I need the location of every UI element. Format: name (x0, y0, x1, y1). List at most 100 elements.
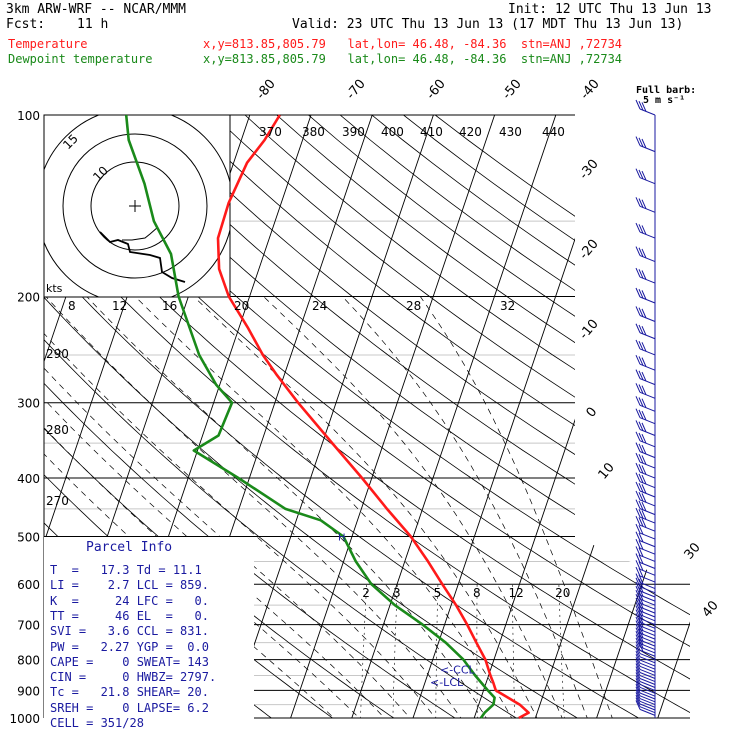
wind-barb-shaft (639, 703, 656, 711)
wind-barb-flag (638, 617, 644, 628)
isotherm (285, 115, 500, 718)
mixing-ratio-line (359, 584, 367, 718)
wind-barb-shaft (639, 672, 656, 679)
wind-barb-flag (635, 306, 641, 316)
wind-barb-shaft (639, 695, 656, 703)
moist-adiabat (44, 296, 446, 718)
hodo-speed-label: 32 (500, 299, 515, 313)
wind-barb-flag (635, 675, 641, 685)
wind-barb-shaft (639, 363, 656, 371)
hodo-speed-label: 8 (68, 299, 76, 313)
wind-barb (635, 597, 656, 614)
parcel-info-row: PW = 2.27 YGP = 0.0 (50, 639, 209, 654)
wind-barb-shaft (639, 348, 656, 356)
wind-barb-flag (638, 454, 644, 464)
wind-barb (635, 694, 656, 711)
wind-barb-flag (638, 614, 644, 624)
wind-barb-shaft (639, 108, 656, 116)
wind-barb-flag (635, 605, 641, 616)
wind-barb-shaft (639, 659, 656, 667)
wind-barb-shaft (639, 649, 656, 657)
wind-barb-flag (635, 481, 641, 492)
mixing-ratio-label: 3 (393, 586, 401, 600)
wind-barb-flag (638, 269, 644, 279)
pressure-tick-label: 900 (17, 684, 40, 698)
wind-barb-flag (641, 501, 647, 512)
wind-barb-flag (635, 683, 641, 694)
wind-barb-shaft (639, 524, 656, 532)
wind-barb (635, 408, 656, 425)
wind-barb (635, 678, 656, 694)
wind-barb-shaft (639, 378, 656, 386)
wind-barb-flag (638, 578, 644, 589)
theta-label: 270 (46, 494, 69, 508)
wind-barb-flag (638, 602, 644, 613)
wind-barb-flag (641, 398, 647, 408)
dry-adiabat (403, 115, 690, 718)
lcl-marker: <-LCL (430, 676, 464, 689)
dry-adiabat (44, 115, 690, 718)
ccl-marker: <-CCL (440, 664, 476, 677)
wind-barb-flag (638, 137, 644, 148)
wind-barb-flag (635, 523, 641, 534)
wind-barb (635, 630, 656, 647)
wind-barb (635, 246, 656, 263)
theta-e-label: 410 (420, 125, 443, 139)
wind-barb (635, 650, 656, 667)
wind-barb-flag (641, 248, 647, 259)
wind-barb-flag (638, 491, 644, 502)
full-barb-label: Full barb: (636, 85, 697, 96)
dry-adiabat (149, 115, 690, 718)
dry-adiabat (44, 115, 600, 718)
wind-barb-flag (635, 136, 641, 146)
mixing-ratio-label: 5 (434, 586, 442, 600)
wind-barb-flag (638, 482, 644, 493)
wind-barb (635, 573, 656, 590)
temperature-location: x,y=813.85,805.79 lat,lon= 46.48, -84.36… (203, 37, 623, 51)
dry-adiabat (339, 115, 690, 718)
wind-barb-flag (635, 609, 641, 619)
wind-barb-flag (641, 138, 647, 149)
parcel-info-row: CIN = 0 HWBZ= 2797. (50, 670, 217, 685)
wind-barb (635, 523, 656, 540)
wind-barb (635, 553, 656, 569)
isotherm (347, 115, 561, 718)
wind-barb-flag (635, 666, 641, 676)
wind-barb-flag (641, 270, 647, 280)
wind-barb (635, 515, 656, 532)
wind-barb (635, 692, 656, 708)
wind-barb-flag (638, 547, 644, 557)
wind-barb-shaft (639, 692, 656, 700)
wind-barb-shaft (639, 276, 656, 284)
wind-barb-flag (638, 642, 644, 652)
pressure-tick-label: 600 (17, 578, 40, 592)
wind-barb (635, 99, 656, 116)
wind-barb (635, 355, 656, 371)
wind-barb-flag (635, 538, 641, 549)
wind-barb-flag (635, 680, 641, 691)
wind-barb (635, 623, 656, 640)
wind-barb-flag (635, 287, 641, 298)
parcel-info-row: LI = 2.7 LCL = 859. (50, 578, 209, 593)
wind-barb (635, 442, 656, 459)
wind-barb-flag (635, 630, 641, 641)
wind-barb-flag (638, 397, 644, 407)
wind-barb-flag (638, 324, 644, 335)
moist-adiabat (44, 296, 422, 718)
moist-adiabat (45, 296, 471, 718)
forecast-hour: 11 h (77, 17, 109, 32)
wind-barb (635, 136, 656, 153)
wind-barb (635, 660, 656, 676)
wind-barb-flag (635, 692, 641, 702)
wind-barb-flag (638, 100, 644, 111)
wind-barb-flag (635, 99, 641, 110)
wind-barb-flag (638, 384, 644, 394)
isotherm-label: -30 (577, 157, 602, 183)
mixing-ratio-label: 12 (508, 586, 523, 600)
moist-adiabat (44, 296, 348, 718)
wind-barb-shaft (639, 177, 656, 185)
wind-barb (635, 641, 656, 657)
wind-barb-flag (635, 694, 641, 705)
wind-barb (635, 287, 656, 304)
wind-barb-flag (635, 168, 641, 178)
